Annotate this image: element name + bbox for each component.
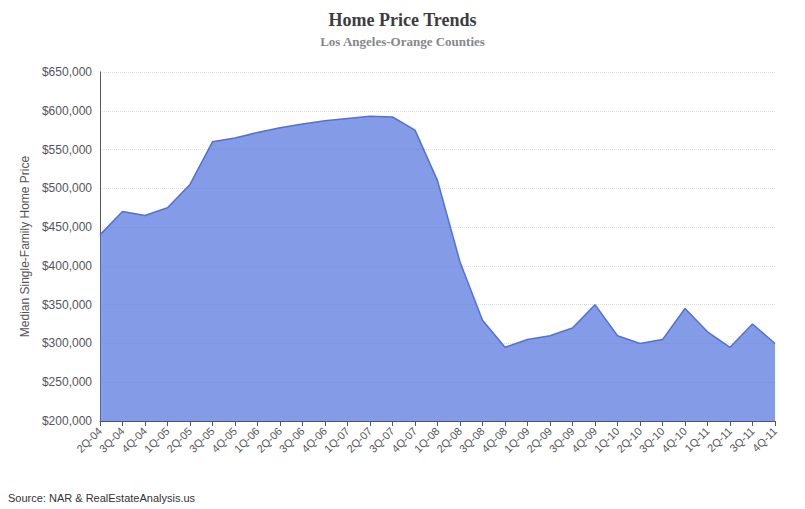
svg-text:1Q-06: 1Q-06 bbox=[231, 424, 262, 455]
svg-text:3Q-06: 3Q-06 bbox=[276, 424, 307, 455]
svg-text:3Q-04: 3Q-04 bbox=[96, 424, 127, 455]
svg-text:3Q-09: 3Q-09 bbox=[546, 424, 577, 455]
svg-text:2Q-10: 2Q-10 bbox=[614, 424, 645, 455]
svg-text:3Q-05: 3Q-05 bbox=[186, 424, 217, 455]
svg-text:Home Price Trends: Home Price Trends bbox=[329, 10, 477, 30]
svg-text:$450,000: $450,000 bbox=[42, 220, 92, 234]
svg-text:3Q-07: 3Q-07 bbox=[366, 424, 397, 455]
svg-text:2Q-07: 2Q-07 bbox=[344, 424, 375, 455]
svg-text:3Q-08: 3Q-08 bbox=[456, 424, 487, 455]
svg-text:3Q-10: 3Q-10 bbox=[636, 424, 667, 455]
svg-text:1Q-10: 1Q-10 bbox=[591, 424, 622, 455]
svg-text:$550,000: $550,000 bbox=[42, 143, 92, 157]
svg-text:2Q-11: 2Q-11 bbox=[705, 425, 734, 454]
svg-text:Los Angeles-Orange Counties: Los Angeles-Orange Counties bbox=[320, 34, 485, 49]
svg-text:$600,000: $600,000 bbox=[42, 104, 92, 118]
svg-text:3Q-11: 3Q-11 bbox=[727, 425, 756, 454]
svg-text:2Q-06: 2Q-06 bbox=[254, 424, 285, 455]
svg-text:1Q-05: 1Q-05 bbox=[141, 424, 172, 455]
svg-text:2Q-09: 2Q-09 bbox=[524, 424, 555, 455]
svg-text:1Q-07: 1Q-07 bbox=[321, 424, 352, 455]
svg-text:Median Single-Family Home Pric: Median Single-Family Home Price bbox=[18, 155, 32, 337]
svg-text:4Q-08: 4Q-08 bbox=[479, 424, 510, 455]
svg-text:$200,000: $200,000 bbox=[42, 414, 92, 428]
svg-text:$350,000: $350,000 bbox=[42, 298, 92, 312]
svg-text:2Q-08: 2Q-08 bbox=[434, 424, 465, 455]
svg-text:Source: NAR & RealEstateAnalys: Source: NAR & RealEstateAnalysis.us bbox=[8, 492, 196, 504]
svg-text:4Q-06: 4Q-06 bbox=[299, 424, 330, 455]
svg-text:2Q-04: 2Q-04 bbox=[74, 424, 105, 455]
svg-text:1Q-08: 1Q-08 bbox=[411, 424, 442, 455]
svg-text:4Q-11: 4Q-11 bbox=[750, 425, 779, 454]
svg-text:$650,000: $650,000 bbox=[42, 65, 92, 79]
svg-text:$300,000: $300,000 bbox=[42, 336, 92, 350]
svg-text:$500,000: $500,000 bbox=[42, 181, 92, 195]
svg-text:4Q-10: 4Q-10 bbox=[659, 425, 689, 455]
svg-text:2Q-05: 2Q-05 bbox=[164, 424, 195, 455]
svg-text:1Q-11: 1Q-11 bbox=[682, 425, 711, 454]
svg-text:$250,000: $250,000 bbox=[42, 375, 92, 389]
svg-text:4Q-07: 4Q-07 bbox=[389, 424, 420, 455]
svg-text:4Q-05: 4Q-05 bbox=[209, 424, 240, 455]
svg-text:4Q-09: 4Q-09 bbox=[569, 424, 600, 455]
svg-text:4Q-04: 4Q-04 bbox=[119, 424, 150, 455]
svg-text:$400,000: $400,000 bbox=[42, 259, 92, 273]
svg-text:1Q-09: 1Q-09 bbox=[501, 424, 532, 455]
